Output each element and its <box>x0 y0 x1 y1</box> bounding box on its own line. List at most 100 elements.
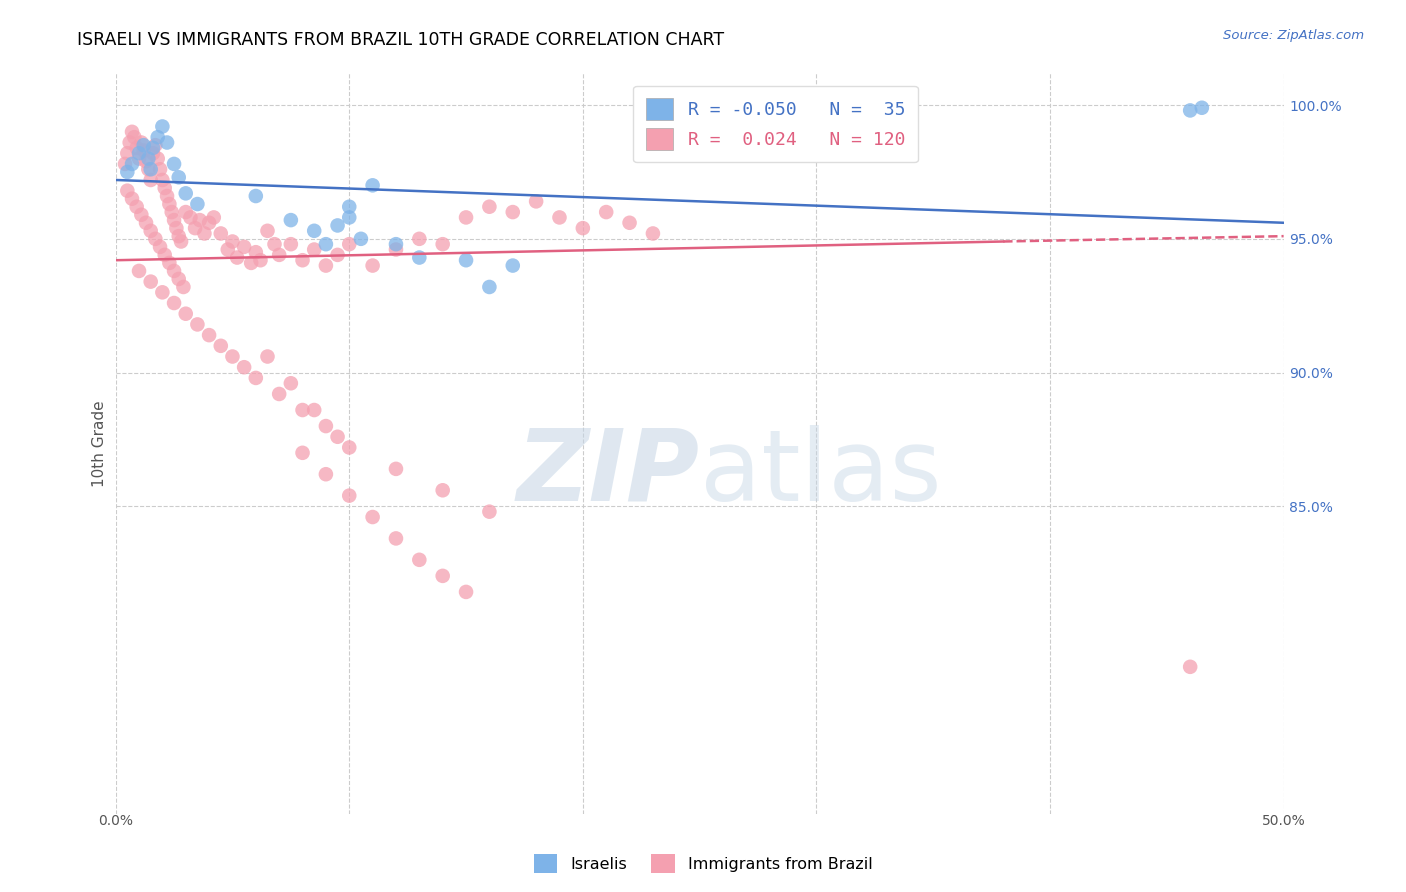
Point <box>128 152 150 166</box>
Text: ZIP: ZIP <box>516 425 700 522</box>
Point <box>245 245 267 260</box>
Point <box>408 251 430 265</box>
Point <box>572 221 595 235</box>
Point <box>135 154 157 169</box>
Point <box>146 152 169 166</box>
Point <box>269 248 291 262</box>
Point <box>188 213 211 227</box>
Point <box>117 165 139 179</box>
Point <box>432 569 454 583</box>
Point <box>454 211 477 225</box>
Point <box>114 157 136 171</box>
Point <box>128 146 150 161</box>
Point <box>170 235 193 249</box>
Point <box>291 446 314 460</box>
Point <box>139 275 162 289</box>
Point <box>153 181 176 195</box>
Point <box>233 360 256 375</box>
Point <box>221 235 243 249</box>
Point <box>385 462 408 476</box>
Point <box>269 387 291 401</box>
Text: ISRAELI VS IMMIGRANTS FROM BRAZIL 10TH GRADE CORRELATION CHART: ISRAELI VS IMMIGRANTS FROM BRAZIL 10TH G… <box>77 31 724 49</box>
Point <box>193 227 215 241</box>
Text: 50.0%: 50.0% <box>1261 814 1306 828</box>
Point <box>150 120 173 134</box>
Point <box>142 146 165 161</box>
Point <box>163 157 186 171</box>
Point <box>326 219 349 233</box>
Point <box>478 505 501 519</box>
Point <box>138 162 160 177</box>
Point <box>139 224 162 238</box>
Point <box>179 211 201 225</box>
Point <box>209 339 232 353</box>
Point <box>291 253 314 268</box>
Point <box>256 350 278 364</box>
Point <box>150 173 173 187</box>
Point <box>174 186 197 201</box>
Point <box>315 419 337 434</box>
Point <box>326 248 349 262</box>
Point <box>291 403 314 417</box>
Point <box>852 101 875 115</box>
Point <box>186 197 208 211</box>
Point <box>186 318 208 332</box>
Point <box>478 200 501 214</box>
Point <box>256 224 278 238</box>
Point <box>1191 101 1213 115</box>
Point <box>478 280 501 294</box>
Point <box>263 237 285 252</box>
Legend: R = -0.050   N =  35, R =  0.024   N = 120: R = -0.050 N = 35, R = 0.024 N = 120 <box>633 86 918 162</box>
Point <box>548 211 571 225</box>
Point <box>132 138 155 153</box>
Point <box>149 240 172 254</box>
Point <box>146 130 169 145</box>
Point <box>280 376 302 391</box>
Point <box>221 350 243 364</box>
Point <box>139 162 162 177</box>
Point <box>131 208 153 222</box>
Point <box>121 157 143 171</box>
Point <box>157 197 180 211</box>
Point <box>302 403 325 417</box>
Point <box>337 237 360 252</box>
Point <box>128 264 150 278</box>
Point <box>502 205 524 219</box>
Point <box>641 227 664 241</box>
Point <box>160 205 183 219</box>
Point <box>315 259 337 273</box>
Point <box>408 232 430 246</box>
Text: 0.0%: 0.0% <box>98 814 134 828</box>
Point <box>117 184 139 198</box>
Point <box>138 152 160 166</box>
Point <box>131 136 153 150</box>
Point <box>184 221 207 235</box>
Point <box>454 585 477 599</box>
Point <box>156 136 179 150</box>
Point <box>315 467 337 482</box>
Point <box>156 189 179 203</box>
Point <box>408 553 430 567</box>
Point <box>337 211 360 225</box>
Point <box>174 307 197 321</box>
Point <box>163 296 186 310</box>
Point <box>165 221 187 235</box>
Point <box>385 243 408 257</box>
Y-axis label: 10th Grade: 10th Grade <box>93 401 107 487</box>
Point <box>149 162 172 177</box>
Point <box>1178 103 1201 118</box>
Legend: Israelis, Immigrants from Brazil: Israelis, Immigrants from Brazil <box>527 847 879 880</box>
Point <box>337 489 360 503</box>
Point <box>454 253 477 268</box>
Point <box>150 285 173 300</box>
Point <box>157 256 180 270</box>
Point <box>217 243 239 257</box>
Point <box>337 441 360 455</box>
Point <box>198 216 221 230</box>
Point <box>385 237 408 252</box>
Point <box>117 146 139 161</box>
Text: Source: ZipAtlas.com: Source: ZipAtlas.com <box>1223 29 1364 42</box>
Point <box>172 280 194 294</box>
Point <box>209 227 232 241</box>
Point <box>280 213 302 227</box>
